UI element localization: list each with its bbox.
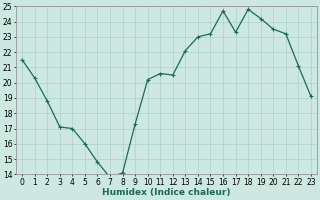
X-axis label: Humidex (Indice chaleur): Humidex (Indice chaleur) bbox=[102, 188, 231, 197]
